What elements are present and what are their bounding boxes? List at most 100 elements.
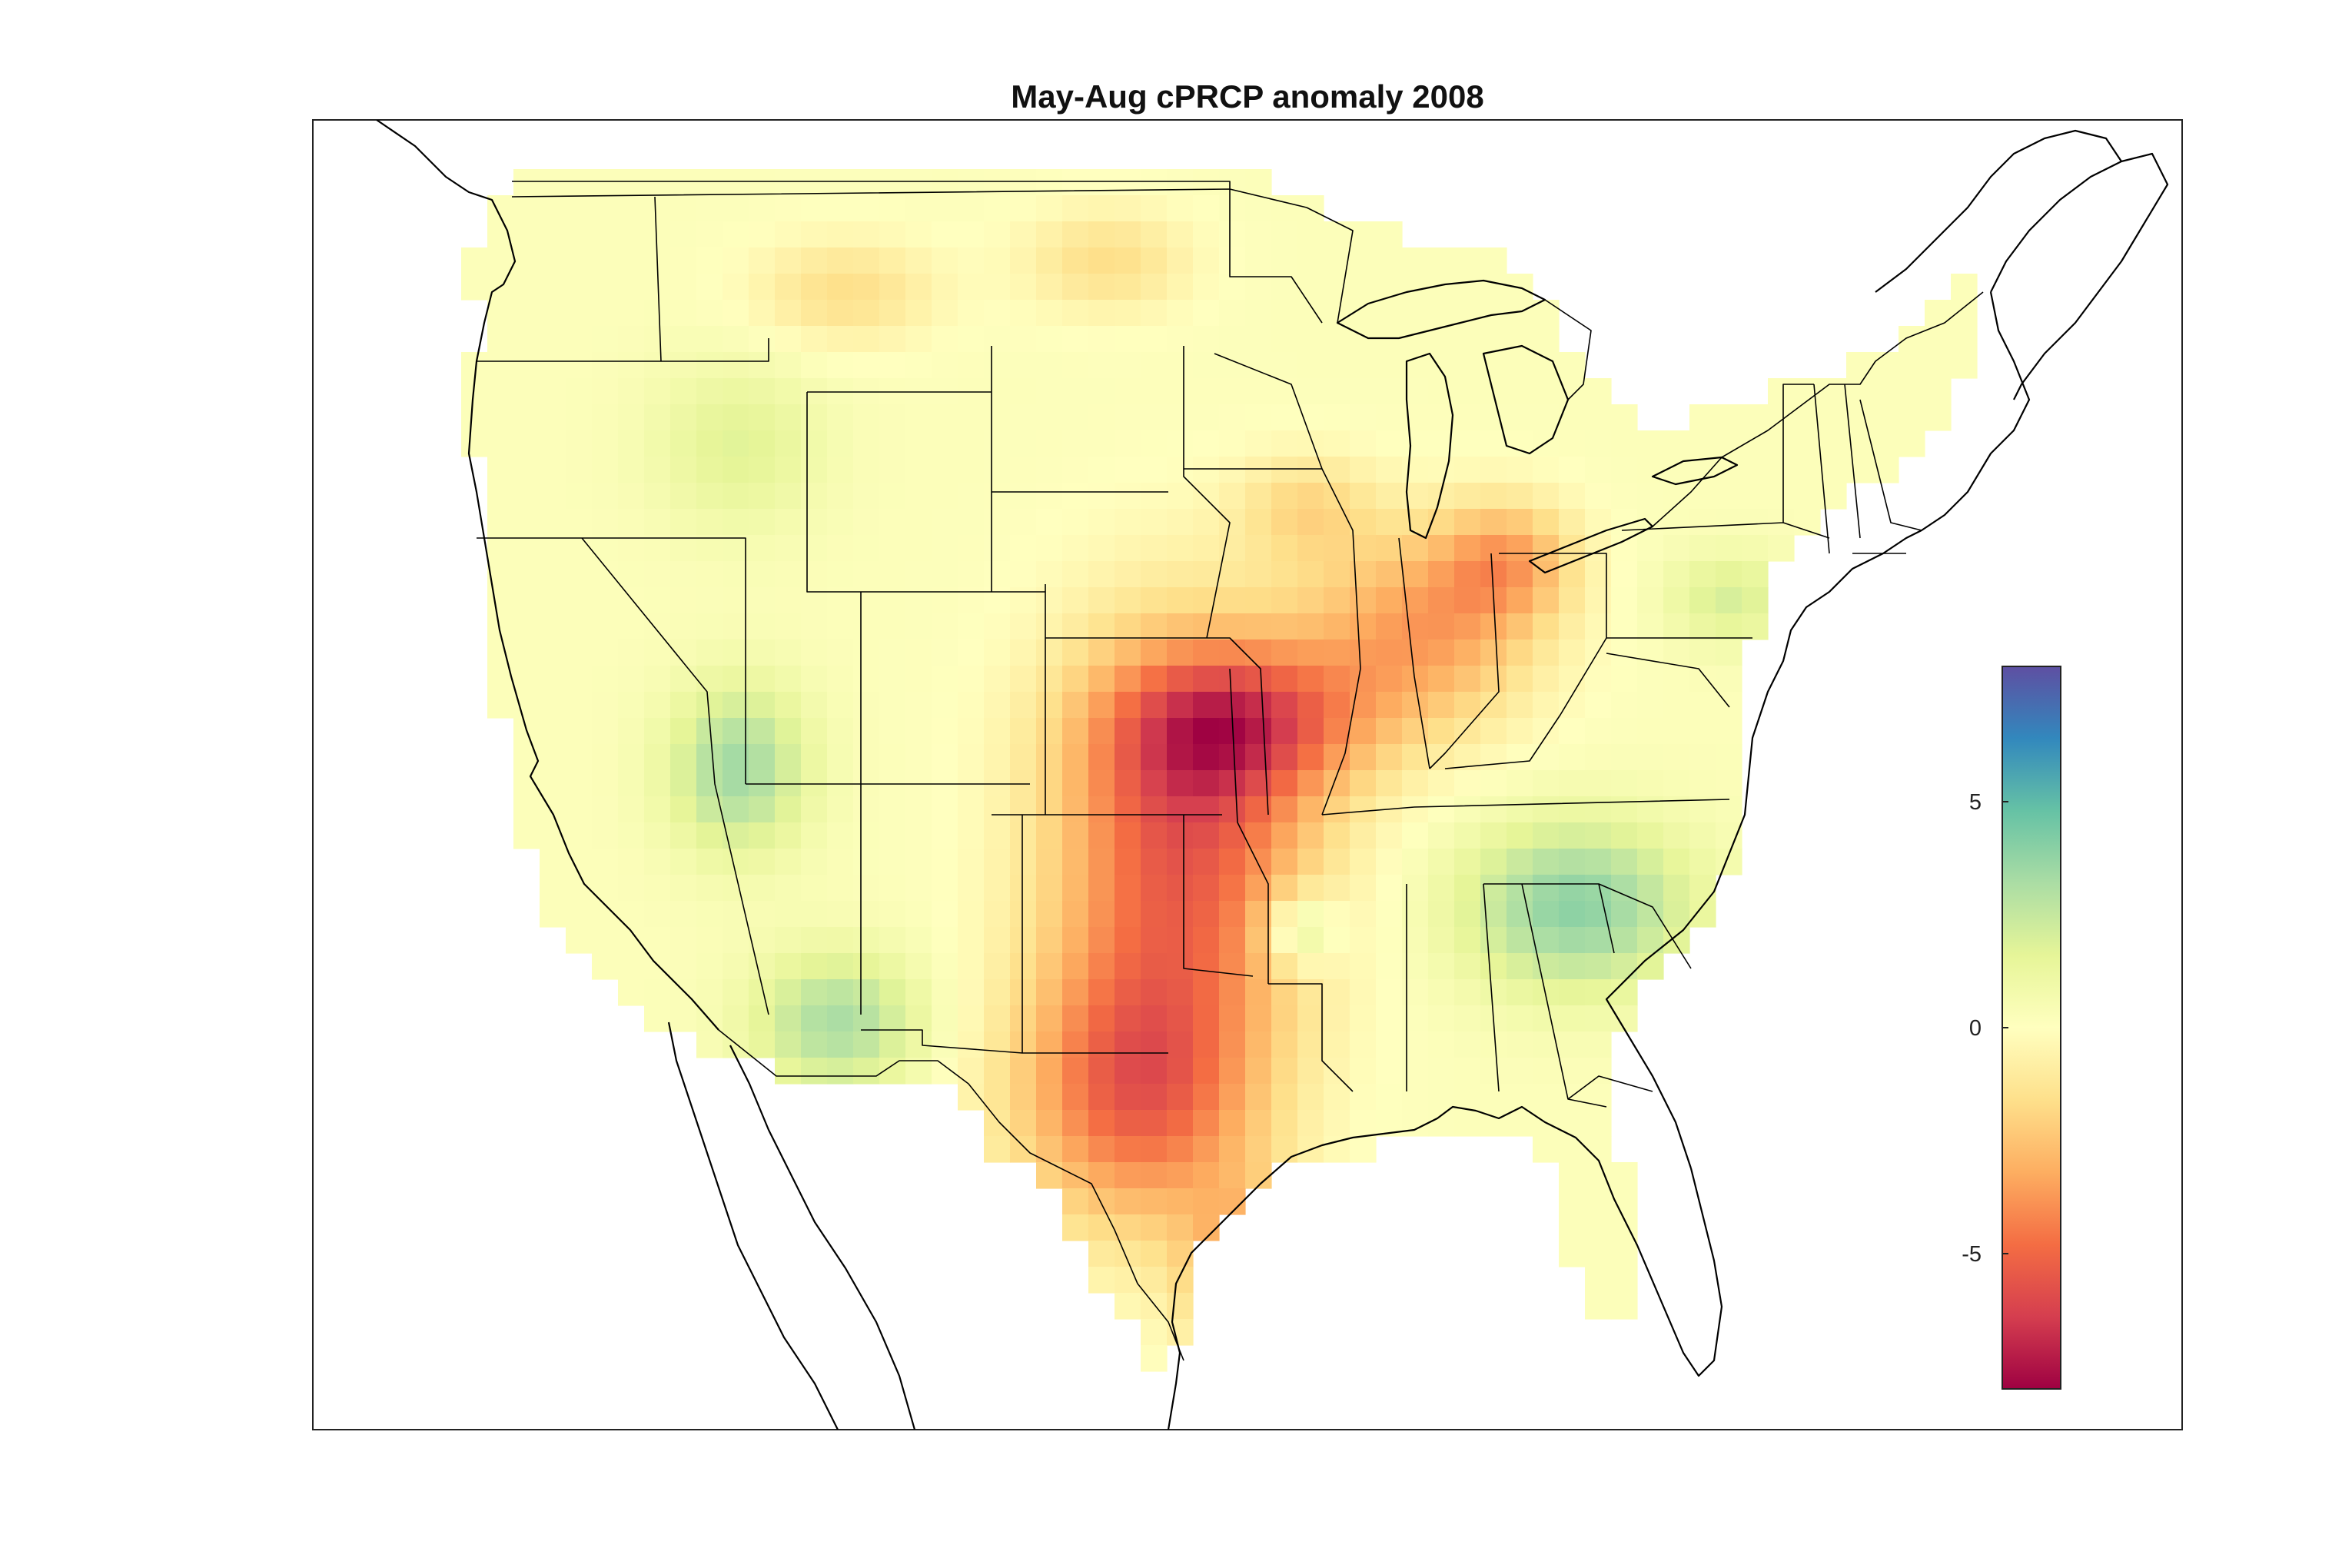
grid-cell [1428,561,1455,588]
grid-cell [879,639,906,666]
grid-cell [1324,483,1350,510]
grid-cell [1559,1031,1586,1058]
grid-cell [879,430,906,457]
grid-cell [540,692,566,719]
grid-cell [1141,169,1168,196]
grid-cell [1167,692,1194,719]
grid-cell [696,221,723,248]
grid-cell [1559,404,1586,431]
grid-cell [1324,639,1350,666]
grid-cell [1297,221,1324,248]
grid-cell [984,718,1011,745]
grid-cell [1689,483,1716,510]
grid-cell [566,300,593,327]
grid-cell [644,587,671,614]
grid-cell [1219,430,1246,457]
grid-cell [461,430,488,457]
grid-cell [696,927,723,954]
grid-cell [932,404,958,431]
grid-cell [1141,247,1168,274]
grid-cell [1245,509,1272,536]
grid-cell [1141,1214,1168,1241]
grid-cell [1637,509,1664,536]
grid-cell [1611,1267,1638,1294]
grid-cell [1271,1031,1298,1058]
grid-cell [1428,901,1455,928]
grid-cell [487,378,514,405]
grid-cell [1899,378,1925,405]
grid-cell [775,953,802,980]
grid-cell [775,718,802,745]
grid-cell [670,613,697,640]
grid-cell [618,692,645,719]
grid-cell [618,430,645,457]
grid-cell [1036,979,1063,1006]
grid-cell [1245,1136,1272,1163]
grid-cell [1115,1084,1141,1111]
grid-cell [1062,901,1089,928]
grid-cell [618,718,645,745]
grid-cell [644,326,671,353]
grid-cell [1428,875,1455,902]
grid-cell [1820,430,1847,457]
grid-cell [1350,744,1377,771]
grid-cell [1846,378,1873,405]
grid-cell [1402,953,1429,980]
grid-cell [723,979,749,1006]
grid-cell [1428,247,1455,274]
grid-cell [1088,300,1115,327]
grid-cell [1062,195,1089,222]
grid-cell [1350,247,1377,274]
grid-cell [1611,666,1638,693]
grid-cell [801,430,828,457]
grid-cell [723,927,749,954]
grid-cell [905,587,932,614]
grid-cell [853,1031,880,1058]
grid-cell [958,639,985,666]
grid-cell [1115,300,1141,327]
grid-cell [1245,587,1272,614]
grid-cell [958,483,985,510]
grid-cell [1297,875,1324,902]
grid-cell [1585,692,1612,719]
grid-cell [801,639,828,666]
grid-cell [644,378,671,405]
grid-cell [801,927,828,954]
grid-cell [696,326,723,353]
grid-cell [618,796,645,823]
grid-cell [1350,639,1377,666]
grid-cell [1297,587,1324,614]
grid-cell [827,169,854,196]
grid-cell [932,169,958,196]
grid-cell [932,587,958,614]
grid-cell [1428,300,1455,327]
grid-cell [984,979,1011,1006]
grid-cell [1637,613,1664,640]
grid-cell [1663,430,1690,457]
grid-cell [1689,561,1716,588]
grid-cell [1141,666,1168,693]
grid-cell [1611,927,1638,954]
grid-cell [749,247,776,274]
grid-cell [696,300,723,327]
grid-cell [827,927,854,954]
grid-cell [1141,535,1168,562]
grid-cell [775,587,802,614]
grid-cell [775,352,802,379]
grid-cell [1193,1031,1220,1058]
grid-cell [1115,1136,1141,1163]
grid-cell [984,639,1011,666]
grid-cell [670,770,697,797]
grid-cell [958,561,985,588]
grid-cell [644,352,671,379]
grid-cell [1454,718,1481,745]
grid-cell [1297,744,1324,771]
grid-cell [1297,666,1324,693]
grid-cell [540,169,566,196]
grid-cell [1115,1058,1141,1085]
grid-cell [1062,666,1089,693]
grid-cell [827,535,854,562]
grid-cell [749,274,776,301]
grid-cell [932,718,958,745]
grid-cell [1088,639,1115,666]
